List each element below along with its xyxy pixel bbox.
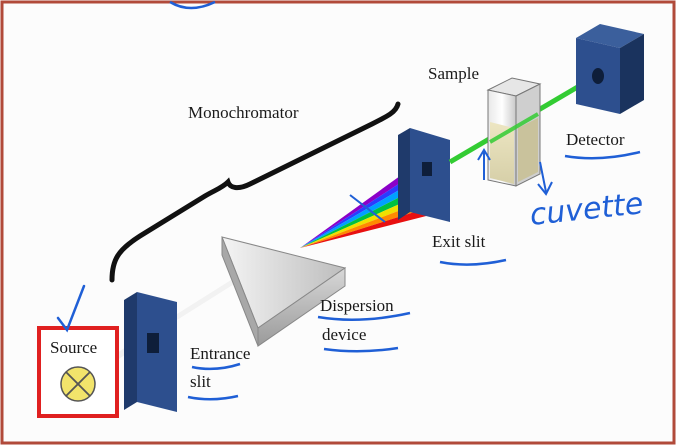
monochromator-brace — [109, 101, 401, 283]
underline-detector — [564, 150, 641, 160]
annotation-arrow-down-stem — [539, 161, 547, 193]
cuvette — [486, 77, 542, 187]
label-detector: Detector — [566, 130, 625, 149]
label-device: device — [322, 325, 367, 344]
underline-dispersion — [317, 311, 411, 321]
underline-entrance — [191, 362, 241, 371]
beam-through-cuvette — [488, 112, 540, 144]
label-sample: Sample — [428, 64, 479, 83]
label-monochromator: Monochromator — [188, 103, 299, 122]
entrance-slit-side — [124, 292, 137, 410]
lamp-cross-2 — [65, 371, 91, 397]
prism-front-face — [221, 236, 259, 347]
detector-aperture — [592, 68, 604, 84]
detector-side — [620, 34, 644, 114]
exit-slit-aperture — [422, 162, 432, 176]
label-source: Source — [50, 338, 98, 357]
entrance-slit-aperture — [147, 333, 159, 353]
exit-slit-side — [398, 128, 410, 220]
label-slit: slit — [190, 372, 211, 391]
underline-exit-slit — [439, 258, 507, 266]
underline-device — [323, 346, 399, 353]
underline-slit — [187, 394, 239, 401]
label-entrance: Entrance — [190, 344, 251, 363]
annotation-arrow-up-head — [477, 148, 491, 161]
label-exit-slit: Exit slit — [432, 232, 486, 251]
annotation-tick-mark — [349, 194, 386, 223]
annotation-oval-fragment — [169, 0, 216, 10]
annotation-arrow-down-head — [537, 181, 553, 196]
detector-top — [576, 24, 644, 48]
label-dispersion: Dispersion — [320, 296, 394, 315]
annotation-checkmark — [56, 284, 86, 333]
